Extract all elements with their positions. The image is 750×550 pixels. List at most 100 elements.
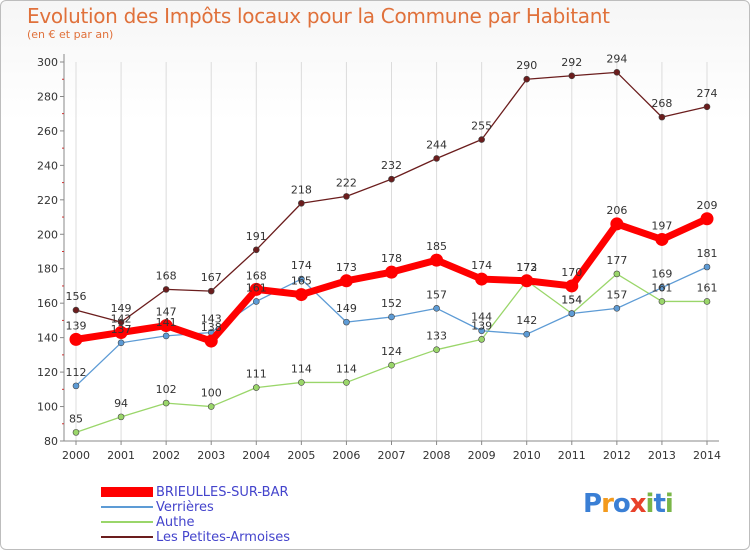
x-tick-label-2004: 2004 bbox=[242, 449, 270, 462]
y-axis-ticks: 80 100 120 140 160 180 200 220 240 260 280 300 bbox=[37, 56, 64, 448]
x-tick-label-2014: 2014 bbox=[693, 449, 721, 462]
y-tick-label-140: 140 bbox=[37, 332, 58, 345]
data-label-2-14: 181 bbox=[697, 247, 718, 260]
data-label-3-0: 139 bbox=[66, 319, 87, 332]
data-label-0-12: 294 bbox=[606, 52, 627, 65]
y-tick-label-180: 180 bbox=[37, 263, 58, 276]
point-0-1 bbox=[117, 318, 125, 326]
x-tick-label-2010: 2010 bbox=[513, 449, 541, 462]
data-label-2-8: 157 bbox=[426, 288, 447, 301]
data-label-0-3: 167 bbox=[201, 271, 222, 284]
data-label-2-0: 112 bbox=[66, 366, 87, 379]
point-2-1 bbox=[117, 339, 125, 347]
point-1-3 bbox=[207, 403, 215, 410]
data-label-0-4: 191 bbox=[246, 230, 267, 243]
data-label-3-11: 170 bbox=[561, 266, 582, 279]
x-tick-label-2005: 2005 bbox=[287, 449, 315, 462]
data-label-2-1: 137 bbox=[111, 323, 132, 336]
logo-letter-1: r bbox=[601, 489, 614, 519]
data-label-3-9: 174 bbox=[471, 259, 492, 272]
x-tick-label-2006: 2006 bbox=[332, 449, 360, 462]
data-label-3-10: 172 bbox=[516, 261, 537, 274]
point-1-9 bbox=[478, 336, 485, 343]
data-label-0-14: 274 bbox=[697, 87, 718, 100]
point-0-9 bbox=[478, 136, 485, 143]
logo-letter-4: i bbox=[645, 489, 655, 519]
data-label-1-5: 114 bbox=[291, 362, 312, 375]
x-tick-label-2013: 2013 bbox=[648, 449, 676, 462]
y-tick-label-260: 260 bbox=[37, 125, 58, 138]
data-label-1-9: 139 bbox=[471, 319, 492, 332]
point-1-13 bbox=[658, 298, 666, 305]
point-0-7 bbox=[388, 175, 395, 183]
point-2-2 bbox=[162, 332, 170, 340]
point-3-14 bbox=[700, 212, 714, 226]
data-label-3-14: 209 bbox=[697, 199, 718, 212]
data-label-1-1: 94 bbox=[114, 397, 128, 410]
data-label-3-13: 197 bbox=[651, 219, 672, 232]
data-label-2-5: 174 bbox=[291, 259, 312, 272]
point-1-1 bbox=[117, 413, 125, 421]
point-3-11 bbox=[565, 279, 579, 293]
y-tick-label-100: 100 bbox=[37, 401, 58, 414]
point-3-5 bbox=[294, 288, 308, 302]
point-0-11 bbox=[568, 72, 576, 80]
logo-letter-0: P bbox=[583, 489, 602, 519]
x-tick-label-2011: 2011 bbox=[558, 449, 586, 462]
point-1-8 bbox=[433, 346, 440, 353]
logo-letter-6: i bbox=[664, 489, 674, 519]
data-label-1-6: 114 bbox=[336, 362, 357, 375]
point-3-12 bbox=[610, 217, 624, 231]
data-label-3-3: 138 bbox=[201, 321, 222, 334]
data-label-0-1: 149 bbox=[111, 302, 132, 315]
point-3-6 bbox=[339, 274, 353, 288]
x-tick-label-2000: 2000 bbox=[62, 449, 90, 462]
data-label-1-0: 85 bbox=[69, 412, 83, 425]
x-tick-label-2008: 2008 bbox=[423, 449, 451, 462]
data-label-2-10: 142 bbox=[516, 314, 537, 327]
data-label-0-5: 218 bbox=[291, 183, 312, 196]
data-label-0-6: 222 bbox=[336, 176, 357, 189]
data-label-2-7: 152 bbox=[381, 297, 402, 310]
x-axis-ticks: 2000 2001 2002 2003 2004 2005 2006 2007 2008 2009… bbox=[62, 441, 721, 462]
point-0-12 bbox=[613, 69, 621, 76]
point-3-3 bbox=[204, 334, 218, 348]
point-2-9 bbox=[478, 327, 485, 335]
data-label-0-0: 156 bbox=[66, 290, 87, 303]
point-3-9 bbox=[475, 272, 489, 286]
point-1-7 bbox=[388, 361, 395, 369]
y-tick-label-300: 300 bbox=[37, 56, 58, 69]
point-2-4 bbox=[252, 298, 260, 305]
x-tick-label-2012: 2012 bbox=[603, 449, 631, 462]
data-label-1-3: 100 bbox=[201, 387, 222, 400]
data-label-0-2: 168 bbox=[156, 269, 177, 282]
data-label-1-2: 102 bbox=[156, 383, 177, 396]
point-3-8 bbox=[430, 253, 444, 267]
point-3-4 bbox=[249, 282, 263, 296]
grid-lines bbox=[75, 62, 708, 441]
x-tick-label-2007: 2007 bbox=[378, 449, 406, 462]
data-label-0-11: 292 bbox=[561, 56, 582, 69]
point-2-0 bbox=[72, 382, 80, 390]
point-0-2 bbox=[162, 286, 170, 293]
data-label-2-9: 144 bbox=[471, 311, 492, 324]
data-label-3-5: 165 bbox=[291, 275, 312, 288]
point-0-6 bbox=[343, 193, 350, 200]
legend-label-2: Authe bbox=[156, 515, 195, 530]
point-3-0 bbox=[69, 332, 83, 346]
logo-letter-3: x bbox=[629, 489, 647, 519]
legend-label-1: Verrières bbox=[156, 500, 214, 515]
point-0-10 bbox=[523, 75, 531, 83]
point-1-4 bbox=[252, 384, 260, 391]
x-tick-label-2009: 2009 bbox=[468, 449, 496, 462]
data-label-1-14: 161 bbox=[697, 281, 718, 294]
point-0-14 bbox=[703, 103, 711, 111]
point-0-5 bbox=[298, 199, 305, 207]
data-label-3-4: 168 bbox=[246, 269, 267, 282]
point-3-1 bbox=[114, 325, 128, 339]
data-label-0-9: 255 bbox=[471, 120, 492, 133]
y-tick-label-200: 200 bbox=[37, 228, 58, 241]
point-3-7 bbox=[385, 265, 398, 279]
